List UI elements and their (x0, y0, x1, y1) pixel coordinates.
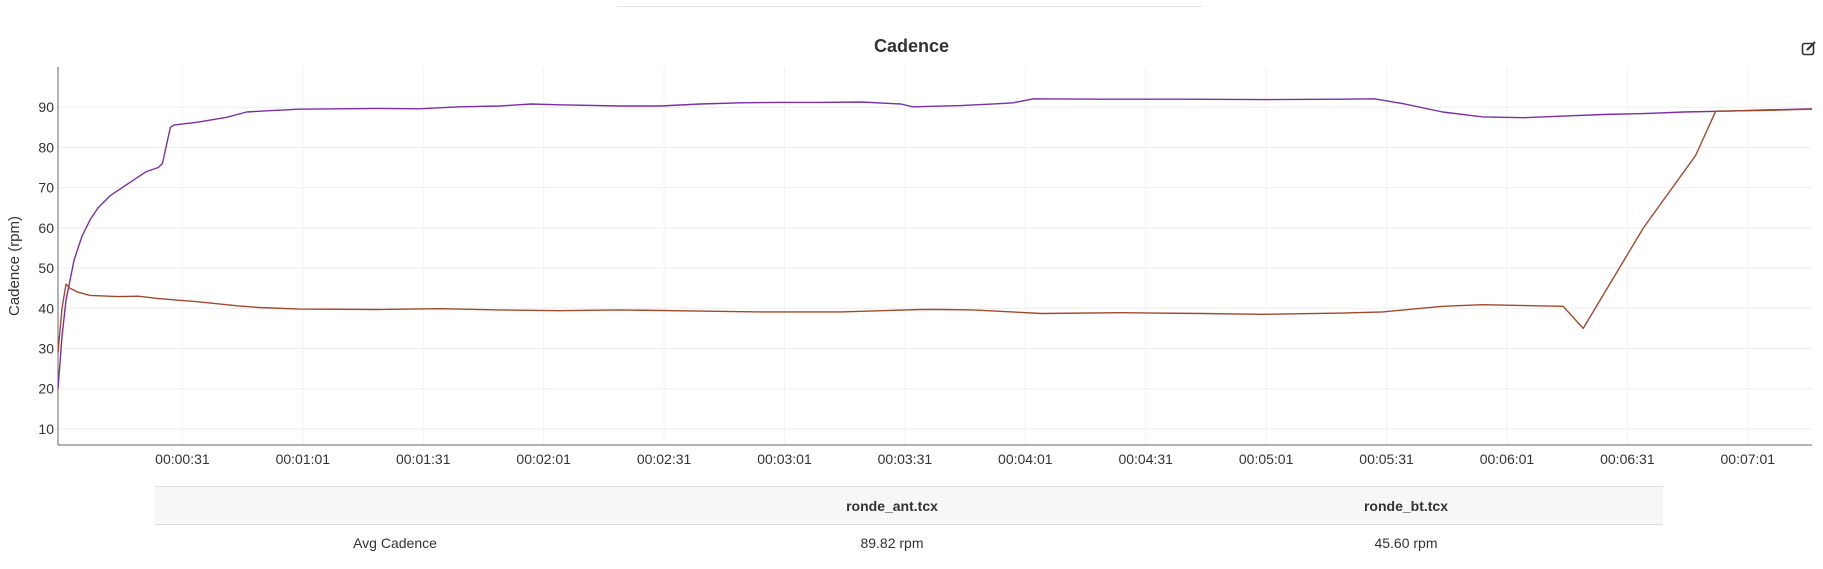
y-tick-label: 80 (38, 139, 54, 155)
summary-header-row: ronde_ant.tcx ronde_bt.tcx (155, 486, 1663, 525)
y-tick-label: 50 (38, 260, 54, 276)
summary-table: ronde_ant.tcx ronde_bt.tcx Avg Cadence 8… (155, 486, 1663, 561)
x-tick-label: 00:01:31 (396, 451, 451, 467)
summary-header-blank (155, 486, 635, 525)
y-tick-label: 70 (38, 180, 54, 196)
summary-row-label: Avg Cadence (353, 535, 437, 551)
cadence-chart: 10 20 30 40 50 60 70 80 90 00:00:31 00:01:01 00:01… (6, 67, 1813, 467)
y-tick-label: 20 (38, 381, 54, 397)
summary-header-file-1: ronde_ant.tcx (635, 486, 1149, 525)
series-line-1 (57, 98, 1813, 389)
x-tick-label: 00:03:31 (878, 451, 933, 467)
x-tick-label: 00:04:01 (998, 451, 1053, 467)
summary-row-value-2: 45.60 rpm (1374, 535, 1438, 551)
y-tick-labels: 10 20 30 40 50 60 70 80 90 (38, 99, 54, 437)
x-tick-label: 00:00:31 (155, 451, 210, 467)
summary-header-file-2: ronde_bt.tcx (1149, 486, 1663, 525)
x-tick-label: 00:06:01 (1480, 451, 1535, 467)
y-tick-label: 60 (38, 220, 54, 236)
table-row: Avg Cadence 89.82 rpm 45.60 rpm (155, 525, 1663, 562)
y-axis-title: Cadence (rpm) (6, 216, 23, 316)
x-tick-label: 00:02:31 (637, 451, 692, 467)
series-line-2 (57, 108, 1813, 353)
y-tick-label: 40 (38, 300, 54, 316)
series-lines (57, 98, 1813, 389)
edit-icon[interactable] (1801, 40, 1817, 56)
x-tick-label: 00:03:01 (757, 451, 812, 467)
chart-title: Cadence (873, 36, 950, 56)
y-tick-label: 10 (38, 421, 54, 437)
x-tick-label: 00:01:01 (276, 451, 331, 467)
x-tick-labels: 00:00:31 00:01:01 00:01:31 00:02:01 00:02:31… (155, 451, 1775, 467)
x-tick-label: 00:05:31 (1359, 451, 1414, 467)
grid-lines (58, 67, 1812, 445)
top-divider (617, 6, 1203, 7)
x-tick-label: 00:05:01 (1239, 451, 1294, 467)
x-tick-label: 00:06:31 (1600, 451, 1655, 467)
y-tick-label: 90 (38, 99, 54, 115)
summary-row-value-1: 89.82 rpm (860, 535, 924, 551)
x-tick-label: 00:07:01 (1721, 451, 1776, 467)
y-tick-label: 30 (38, 340, 54, 356)
x-tick-label: 00:02:01 (516, 451, 571, 467)
x-tick-label: 00:04:31 (1118, 451, 1173, 467)
